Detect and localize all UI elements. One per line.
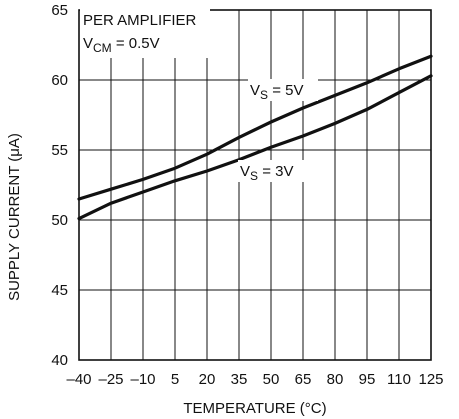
annotation-box: PER AMPLIFIER VCM = 0.5V xyxy=(80,8,210,58)
grid-lines xyxy=(78,9,432,361)
series-label-3v-value: = 3V xyxy=(258,163,293,180)
y-tick-label-0: 40 xyxy=(51,352,68,369)
x-tick-label-2: –10 xyxy=(130,371,155,388)
y-tick-label-4: 60 xyxy=(51,72,68,89)
series-label-5v-subscript: S xyxy=(260,88,268,102)
annotation-line-1: PER AMPLIFIER xyxy=(83,12,197,29)
y-axis-title: SUPPLY CURRENT (μA) xyxy=(6,133,23,301)
x-tick-label-3: 5 xyxy=(171,371,179,388)
series-line-1 xyxy=(77,74,433,221)
x-tick-label-8: 80 xyxy=(327,371,344,388)
series-label-5v: VS = 5V xyxy=(248,79,318,102)
x-tick-label-1: –25 xyxy=(98,371,123,388)
y-tick-label-2: 50 xyxy=(51,212,68,229)
x-tick-label-4: 20 xyxy=(199,371,216,388)
series-label-3v-text: VS = 3V xyxy=(240,163,293,183)
series-lines xyxy=(77,54,433,221)
x-tick-label-11: 125 xyxy=(418,371,443,388)
x-tick-label-6: 50 xyxy=(263,371,280,388)
annotation-vcm-subscript: CM xyxy=(93,41,112,55)
series-label-5v-background xyxy=(248,79,318,101)
y-tick-label-1: 45 xyxy=(51,282,68,299)
series-label-5v-text: VS = 5V xyxy=(250,82,303,102)
series-label-3v: VS = 3V xyxy=(238,160,308,183)
x-axis-title: TEMPERATURE (°C) xyxy=(183,400,326,417)
series-label-5v-value: = 5V xyxy=(268,82,303,99)
annotation-vcm-symbol: V xyxy=(83,35,93,52)
series-label-3v-background xyxy=(238,160,308,182)
y-tick-label-5: 65 xyxy=(51,2,68,19)
y-tick-label-3: 55 xyxy=(51,142,68,159)
annotation-background xyxy=(80,8,210,58)
series-label-3v-subscript: S xyxy=(250,169,258,183)
series-line-0 xyxy=(77,54,433,201)
x-tick-label-5: 35 xyxy=(231,371,248,388)
x-tick-label-10: 110 xyxy=(387,371,411,388)
x-tick-label-7: 65 xyxy=(295,371,312,388)
x-tick-labels: –40 –25 –10 5 20 35 50 65 80 95 110 125 xyxy=(66,371,443,388)
plot-frame xyxy=(78,9,432,361)
series-label-3v-symbol: V xyxy=(240,163,250,180)
series-label-5v-symbol: V xyxy=(250,82,260,99)
annotation-line-2: VCM = 0.5V xyxy=(83,35,160,55)
annotation-vcm-value: = 0.5V xyxy=(112,35,160,52)
y-tick-labels: 40 45 50 55 60 65 xyxy=(51,2,68,369)
x-tick-label-0: –40 xyxy=(66,371,91,388)
x-tick-label-9: 95 xyxy=(359,371,376,388)
